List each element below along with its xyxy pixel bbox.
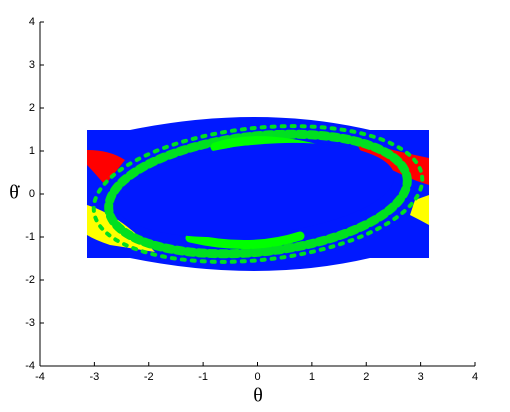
y-tick-label: 1 bbox=[29, 145, 35, 157]
y-tick-label: -2 bbox=[25, 274, 35, 286]
y-tick-label: -3 bbox=[25, 317, 35, 329]
region bbox=[115, 142, 395, 238]
ring bbox=[91, 124, 425, 264]
y-tick-label: -1 bbox=[25, 231, 35, 243]
y-tick-label: 0 bbox=[29, 188, 35, 200]
x-tick-label: 0 bbox=[254, 371, 260, 383]
y-tick-label: 2 bbox=[29, 102, 35, 114]
x-tick-label: -4 bbox=[35, 371, 45, 383]
x-tick-label: 4 bbox=[472, 371, 478, 383]
x-axis-label: θ bbox=[253, 385, 263, 407]
ring bbox=[185, 231, 305, 250]
x-tick-label: -1 bbox=[198, 371, 208, 383]
x-tick-label: 1 bbox=[309, 371, 315, 383]
y-axis-label: θ̇ bbox=[9, 182, 21, 204]
y-tick-label: 4 bbox=[29, 16, 35, 28]
x-tick-label: -3 bbox=[89, 371, 99, 383]
x-tick-label: 3 bbox=[418, 371, 424, 383]
basin-image bbox=[87, 117, 429, 271]
region bbox=[410, 195, 429, 225]
x-tick-label: -2 bbox=[144, 371, 154, 383]
x-tick-label: 2 bbox=[363, 371, 369, 383]
y-tick-label: 3 bbox=[29, 59, 35, 71]
region bbox=[87, 150, 125, 185]
y-tick-label: -4 bbox=[25, 360, 35, 372]
